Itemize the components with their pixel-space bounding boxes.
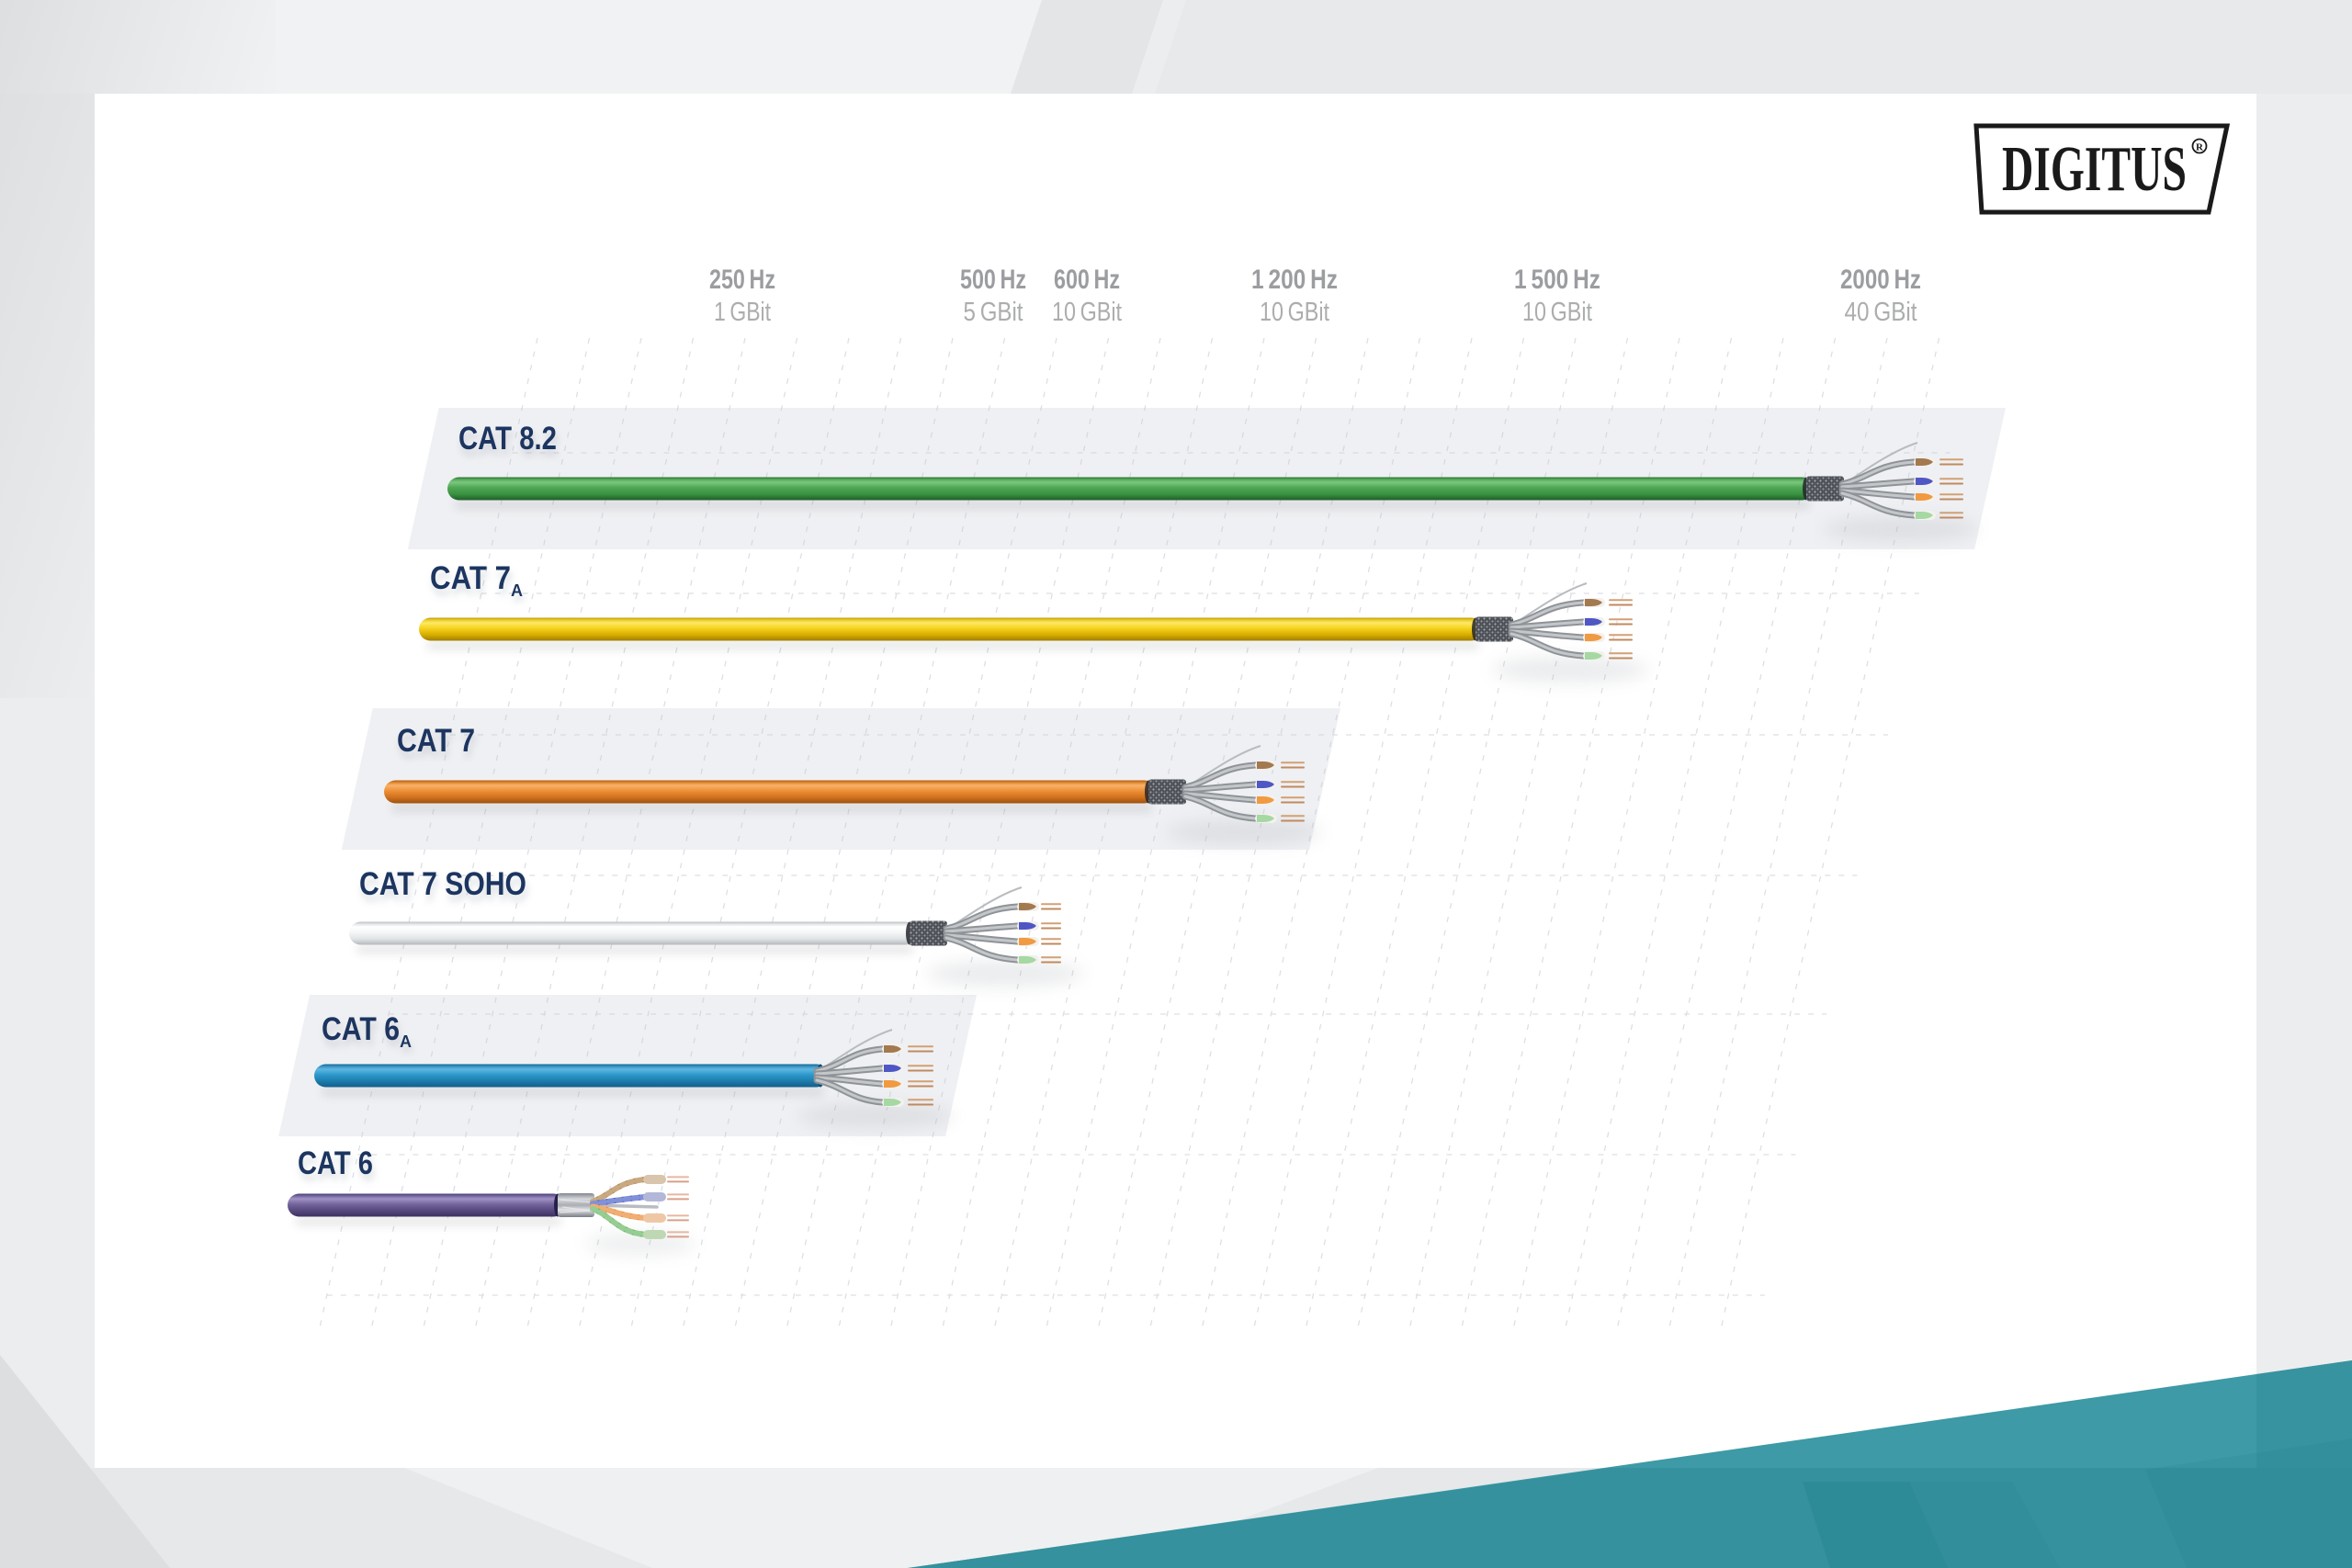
svg-text:R: R (2196, 142, 2204, 153)
svg-text:40 GBit: 40 GBit (1845, 298, 1917, 327)
svg-text:10 GBit: 10 GBit (1052, 298, 1122, 327)
svg-text:2000 Hz: 2000 Hz (1840, 265, 1921, 295)
svg-text:1 GBit: 1 GBit (714, 298, 771, 327)
svg-text:10 GBit: 10 GBit (1522, 298, 1592, 327)
svg-text:1 200 Hz: 1 200 Hz (1251, 265, 1338, 295)
svg-text:5 GBit: 5 GBit (964, 298, 1023, 327)
svg-text:1 500 Hz: 1 500 Hz (1514, 265, 1600, 295)
svg-text:CAT 8.2: CAT 8.2 (458, 421, 557, 457)
svg-text:DIGITUS: DIGITUS (2002, 134, 2187, 205)
svg-text:CAT 7: CAT 7 (397, 723, 475, 759)
svg-text:CAT 7 SOHO: CAT 7 SOHO (359, 866, 526, 902)
svg-text:CAT 7A: CAT 7A (430, 560, 523, 600)
svg-text:CAT 6: CAT 6 (298, 1145, 373, 1181)
svg-text:500 Hz: 500 Hz (960, 265, 1026, 295)
svg-text:600 Hz: 600 Hz (1054, 265, 1120, 295)
svg-text:10 GBit: 10 GBit (1260, 298, 1329, 327)
svg-text:CAT 6A: CAT 6A (322, 1011, 412, 1051)
svg-text:250 Hz: 250 Hz (709, 265, 775, 295)
